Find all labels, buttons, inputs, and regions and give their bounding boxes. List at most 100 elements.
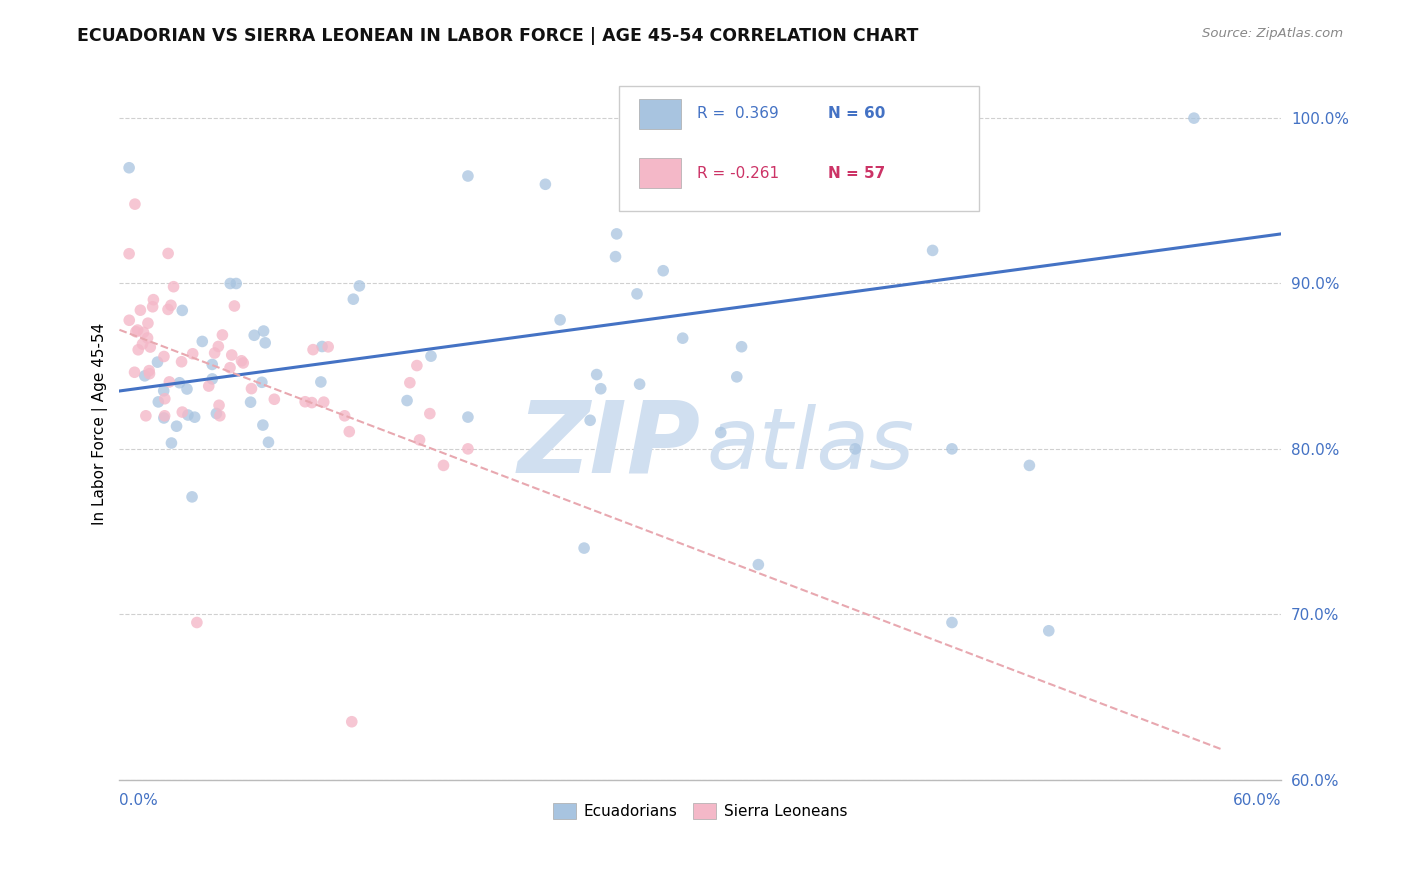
Point (124, 197, 146, 211)
Point (302, 343, 325, 357)
Point (160, 436, 183, 450)
Point (201, 358, 224, 372)
Point (225, 277, 247, 291)
Point (337, 425, 360, 439)
Point (311, 339, 333, 353)
Point (231, 353, 253, 368)
Point (197, 379, 219, 393)
Point (157, 375, 180, 389)
Text: ZIP: ZIP (517, 397, 700, 494)
Point (589, 382, 612, 396)
Point (252, 324, 274, 338)
Point (626, 286, 648, 301)
Point (157, 246, 180, 260)
Point (139, 340, 162, 354)
Text: 0.0%: 0.0% (120, 793, 159, 808)
Point (181, 347, 204, 361)
Point (118, 313, 141, 327)
Point (176, 382, 198, 396)
Point (689, 178, 711, 192)
Point (138, 367, 160, 381)
Point (294, 394, 316, 409)
Point (138, 364, 160, 378)
Point (254, 335, 277, 350)
Point (605, 250, 627, 264)
Point (342, 292, 364, 306)
Point (152, 384, 174, 398)
Point (1182, 111, 1205, 125)
Point (672, 331, 695, 345)
Point (183, 410, 205, 425)
Point (408, 433, 430, 447)
Point (349, 279, 371, 293)
Point (153, 350, 176, 364)
Point (118, 246, 141, 260)
Point (134, 368, 156, 383)
Point (457, 169, 479, 183)
Point (127, 343, 149, 357)
Point (148, 395, 170, 409)
Point (250, 376, 273, 390)
Point (131, 337, 153, 351)
Point (941, 615, 963, 630)
Point (786, 128, 808, 142)
Text: R =  0.369: R = 0.369 (697, 106, 779, 120)
Point (135, 409, 157, 423)
Point (201, 372, 224, 386)
Point (333, 409, 356, 423)
Point (534, 178, 557, 192)
Point (208, 409, 231, 423)
Point (419, 407, 441, 421)
Point (406, 359, 429, 373)
Point (710, 425, 733, 440)
Point (208, 398, 231, 412)
Point (730, 340, 752, 354)
Point (125, 325, 148, 339)
FancyBboxPatch shape (619, 87, 979, 211)
Y-axis label: In Labor Force | Age 45-54: In Labor Force | Age 45-54 (93, 323, 108, 525)
Point (239, 395, 262, 409)
Point (232, 356, 254, 370)
Point (132, 326, 155, 340)
Text: N = 57: N = 57 (828, 166, 886, 180)
Point (186, 615, 208, 630)
Point (301, 395, 323, 409)
Point (725, 369, 748, 384)
FancyBboxPatch shape (638, 99, 681, 129)
Point (432, 458, 454, 473)
Point (579, 413, 602, 427)
Point (309, 375, 332, 389)
Point (142, 300, 165, 314)
Point (548, 313, 571, 327)
Point (136, 331, 159, 345)
Point (457, 442, 479, 456)
Point (219, 360, 242, 375)
Point (118, 161, 141, 175)
Point (396, 393, 419, 408)
Point (224, 299, 246, 313)
Point (316, 340, 339, 354)
Point (252, 418, 274, 433)
Point (1038, 624, 1060, 638)
Point (146, 355, 169, 369)
Point (628, 377, 651, 392)
Point (572, 541, 595, 555)
Point (181, 490, 204, 504)
Point (606, 227, 628, 241)
Point (921, 244, 943, 258)
Text: R = -0.261: R = -0.261 (697, 166, 779, 180)
Point (457, 410, 479, 425)
Point (153, 411, 176, 425)
Text: 60.0%: 60.0% (1233, 793, 1281, 808)
Point (157, 302, 180, 317)
Point (166, 419, 188, 434)
Point (160, 298, 183, 312)
Point (172, 405, 194, 419)
Point (219, 277, 242, 291)
Point (172, 303, 194, 318)
Point (211, 328, 233, 343)
Point (221, 348, 243, 362)
FancyBboxPatch shape (638, 158, 681, 188)
Text: atlas: atlas (706, 404, 914, 487)
Point (205, 407, 228, 421)
